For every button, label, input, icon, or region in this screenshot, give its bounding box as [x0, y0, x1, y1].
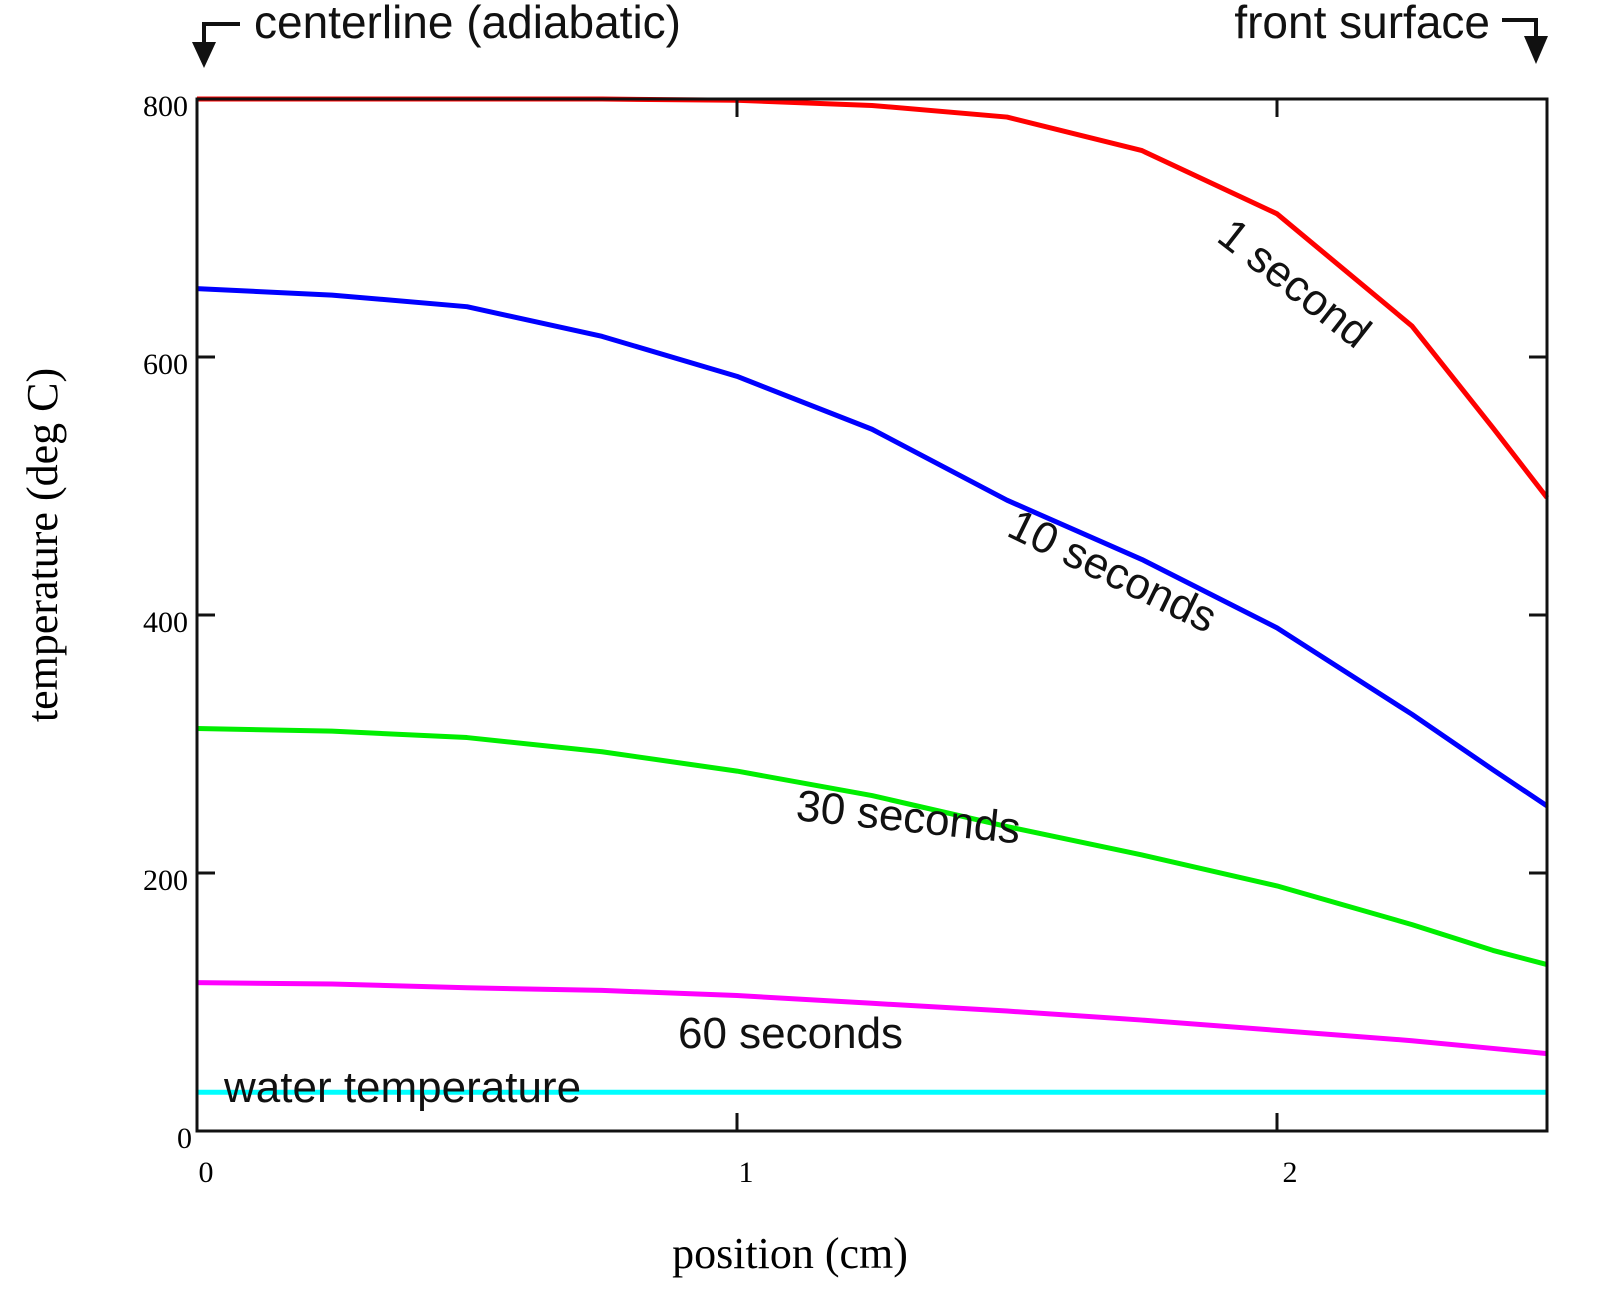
- x-axis-label: position (cm): [672, 1229, 908, 1278]
- centerline-annotation: centerline (adiabatic): [254, 0, 681, 48]
- y-tick-200: 200: [143, 864, 188, 897]
- series-line-10-seconds: [196, 286, 1549, 808]
- ticks: [195, 97, 1547, 1131]
- x-tick-1: 1: [739, 1156, 754, 1189]
- label-60-seconds: 60 seconds: [678, 1009, 903, 1058]
- front-surface-arrowhead: [1524, 36, 1548, 64]
- label-10-seconds: 10 seconds: [1001, 500, 1225, 643]
- label-30-seconds: 30 seconds: [794, 781, 1023, 853]
- centerline-arrowhead: [192, 42, 216, 68]
- front-surface-annotation: front surface: [1234, 0, 1490, 48]
- curves: [196, 96, 1549, 1095]
- x-tick-0: 0: [199, 1156, 214, 1189]
- plot-frame: [195, 97, 1549, 1133]
- y-tick-600: 600: [143, 348, 188, 381]
- y-tick-800: 800: [143, 90, 188, 123]
- series-line-30-seconds: [196, 726, 1548, 968]
- x-tick-2: 2: [1283, 1156, 1298, 1189]
- y-axis-label: temperature (deg C): [18, 368, 67, 722]
- label-1-second: 1 second: [1209, 209, 1380, 358]
- series-line-60-seconds: [196, 980, 1548, 1057]
- y-tick-400: 400: [143, 606, 188, 639]
- y-tick-0: 0: [177, 1122, 192, 1155]
- label-water-temperature: water temperature: [223, 1063, 581, 1112]
